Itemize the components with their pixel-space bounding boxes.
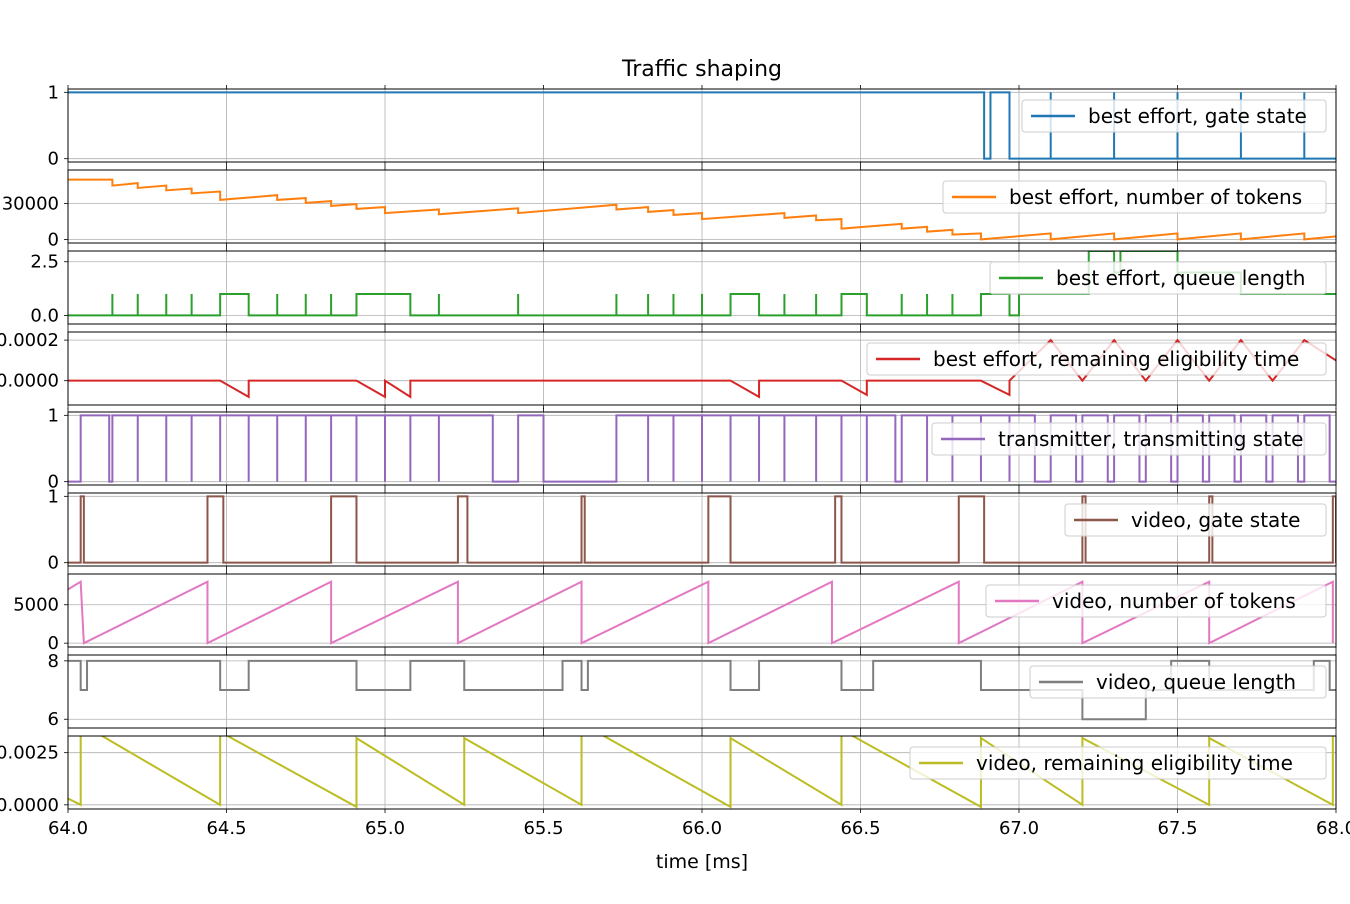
x-tick-label: 65.5 <box>523 818 563 839</box>
legend: video, gate state <box>1064 503 1327 537</box>
legend: video, number of tokens <box>985 584 1327 618</box>
y-tick-label: 1 <box>48 405 59 426</box>
legend-label: best effort, number of tokens <box>1009 185 1302 209</box>
legend-box <box>989 261 1327 295</box>
legend-box <box>909 746 1327 780</box>
series-line <box>68 579 1334 645</box>
legend-box <box>931 422 1327 456</box>
legend-label: video, number of tokens <box>1052 589 1296 613</box>
axes-frame <box>67 250 1337 325</box>
series-line <box>68 91 1336 160</box>
x-tick-label: 64.5 <box>206 818 246 839</box>
y-tick-label: 0.0 <box>30 305 59 326</box>
legend-label: transmitter, transmitting state <box>998 427 1303 451</box>
legend-label: best effort, gate state <box>1088 104 1307 128</box>
legend: video, queue length <box>1029 665 1327 699</box>
axes-frame <box>67 88 1337 163</box>
panel-4: 0.0002 0.0000 best effort, remaining eligi… <box>0 328 1337 409</box>
series-line <box>68 495 1336 564</box>
axes-frame <box>67 411 1337 486</box>
legend: best effort, gate state <box>1021 99 1327 133</box>
y-tick-label: 5000 <box>13 595 59 616</box>
y-tick-label: 6 <box>48 709 59 730</box>
y-tick-label: 0 <box>48 472 59 493</box>
axes-frame <box>67 492 1337 567</box>
y-tick-label: 2.5 <box>30 252 59 273</box>
y-tick-label: 0.0025 <box>0 743 59 764</box>
y-tick-label: 0 <box>48 553 59 574</box>
x-tick-label: 66.0 <box>682 818 722 839</box>
panel-6: 1 0 video, gate state <box>48 486 1337 574</box>
y-tick-label: 0.0000 <box>0 371 59 392</box>
panel-7: 5000 0 video, number of tokens <box>13 570 1337 654</box>
panel-1: 1 0 best effort, gate state <box>48 82 1337 170</box>
legend-label: video, queue length <box>1096 670 1296 694</box>
y-tick-label: 0 <box>48 229 59 250</box>
y-tick-label: 0.0000 <box>0 795 59 816</box>
panel-3: 2.5 0.0 best effort, queue length <box>30 247 1337 328</box>
x-tick-label: 68.0 <box>1316 818 1350 839</box>
legend: transmitter, transmitting state <box>931 422 1327 456</box>
axes-frame <box>67 331 1337 406</box>
legend-label: best effort, remaining eligibility time <box>933 347 1299 371</box>
legend-box <box>1064 503 1327 537</box>
x-axis-label: time [ms] <box>656 851 748 873</box>
axes-frame <box>67 654 1337 729</box>
y-tick-label: 30000 <box>2 194 59 215</box>
y-tick-label: 0 <box>48 149 59 170</box>
legend-box <box>985 584 1327 618</box>
y-tick-label: 1 <box>48 486 59 507</box>
axes-frame <box>67 573 1337 648</box>
panel-8: 8 6 video, queue length <box>48 651 1337 732</box>
series-line <box>68 251 1336 317</box>
axes-frame <box>67 735 1337 810</box>
legend-label: video, gate state <box>1131 508 1300 532</box>
x-tick-label: 67.5 <box>1157 818 1197 839</box>
x-tick-label: 67.0 <box>999 818 1039 839</box>
legend-box <box>1021 99 1327 133</box>
x-axis: 64.0 64.5 65.0 65.5 66.0 66.5 67.0 67.5 68.0 <box>48 818 1350 839</box>
x-tick-label: 64.0 <box>48 818 88 839</box>
legend-box <box>942 180 1327 214</box>
legend-label: video, remaining eligibility time <box>976 751 1293 775</box>
y-tick-label: 0 <box>48 633 59 654</box>
series-line <box>68 178 1336 241</box>
panel-9: 0.0025 0.0000 video, remaining eligibility… <box>0 732 1337 816</box>
x-tick-label: 65.0 <box>365 818 405 839</box>
panel-2: 30000 0 best effort, number of tokens <box>2 166 1337 250</box>
y-tick-label: 0.0002 <box>0 330 59 351</box>
legend-box <box>1029 665 1327 699</box>
legend: best effort, remaining eligibility time <box>866 342 1327 376</box>
y-tick-label: 8 <box>48 651 59 672</box>
axes-frame <box>67 169 1337 244</box>
legend-box <box>866 342 1327 376</box>
x-tick-label: 66.5 <box>840 818 880 839</box>
chart-title: Traffic shaping <box>621 57 782 82</box>
y-tick-label: 1 <box>48 82 59 103</box>
series-line <box>68 414 1336 483</box>
legend: best effort, number of tokens <box>942 180 1327 214</box>
legend-label: best effort, queue length <box>1056 266 1305 290</box>
legend: video, remaining eligibility time <box>909 746 1327 780</box>
legend: best effort, queue length <box>989 261 1327 295</box>
panel-5: 1 0 transmitter, transmitting state <box>48 405 1337 493</box>
